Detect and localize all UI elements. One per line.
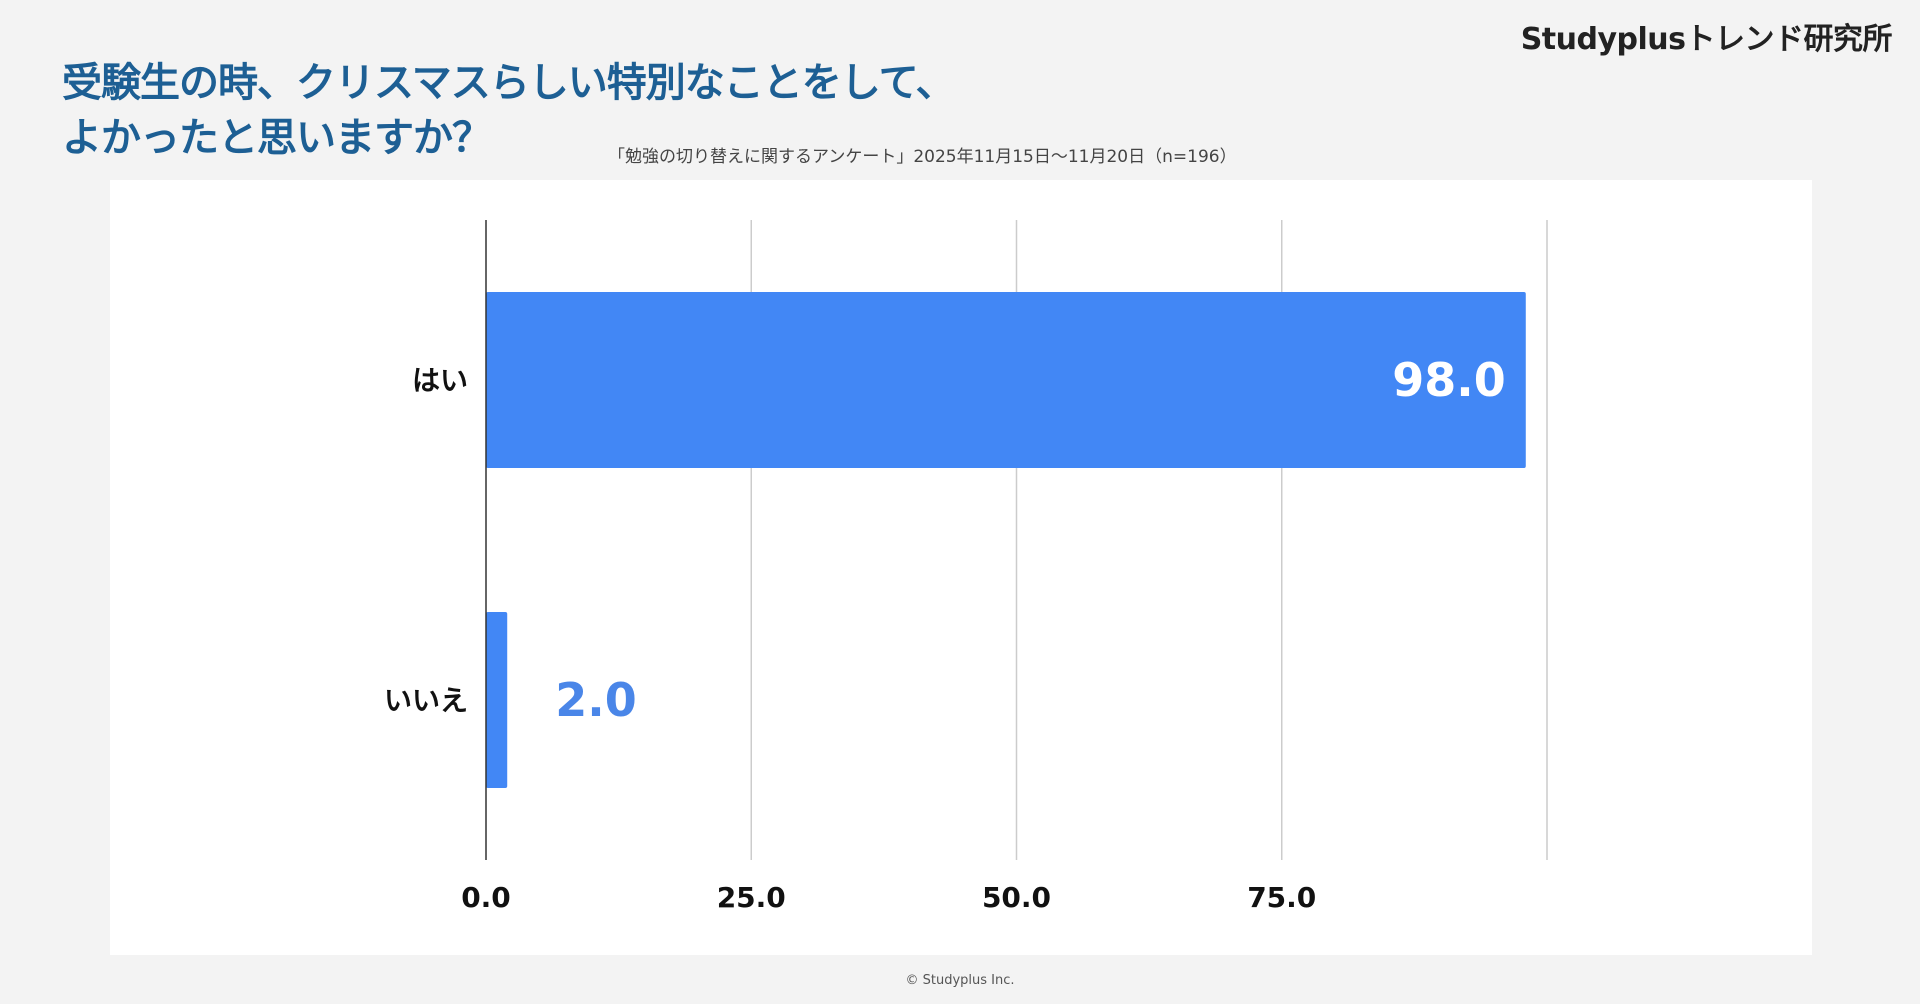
- title-line-1: 受験生の時、クリスマスらしい特別なことをして、: [62, 60, 956, 106]
- data-label: 98.0: [1392, 353, 1506, 407]
- category-label: はい: [412, 364, 468, 397]
- title-line-2: よかったと思いますか？: [62, 115, 492, 161]
- x-tick-label: 75.0: [1247, 881, 1316, 914]
- bar-chart: はい 98.0 いいえ 2.0 0.0 25.0 50.0 75.0: [384, 220, 1548, 914]
- bar: [486, 292, 1526, 468]
- x-tick-label: 0.0: [461, 881, 511, 914]
- data-label: 2.0: [555, 673, 637, 727]
- copyright: © Studyplus Inc.: [905, 973, 1015, 988]
- x-tick-label: 50.0: [982, 881, 1051, 914]
- page-title: 受験生の時、クリスマスらしい特別なことをして、 よかったと思いますか？: [62, 56, 956, 166]
- survey-subtitle: 「勉強の切り替えに関するアンケート」2025年11月15日〜11月20日（n=1…: [608, 147, 1237, 167]
- brand-logo: Studyplusトレンド研究所: [1520, 22, 1893, 57]
- x-tick-label: 25.0: [717, 881, 786, 914]
- bar: [486, 612, 508, 788]
- chart-panel: はい 98.0 いいえ 2.0 0.0 25.0 50.0 75.0: [110, 180, 1812, 955]
- category-label: いいえ: [384, 684, 468, 717]
